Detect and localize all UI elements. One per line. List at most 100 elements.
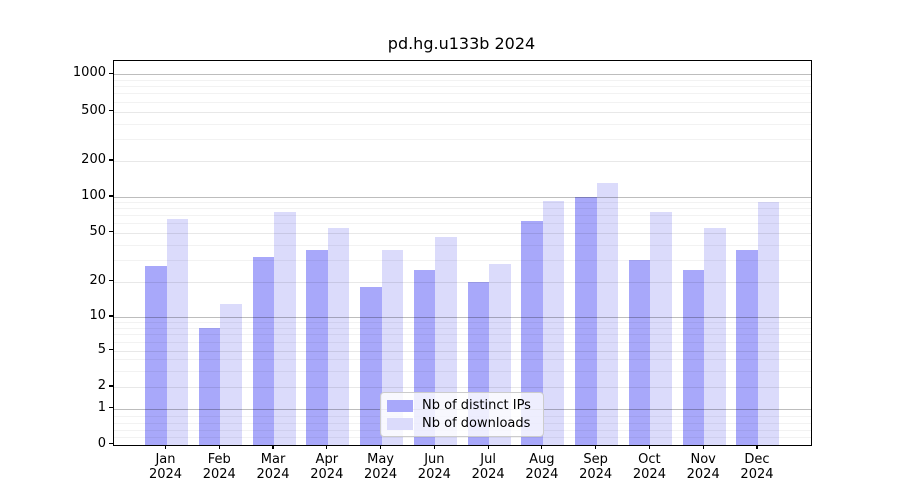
x-tick-label-mar: Mar 2024 xyxy=(256,452,290,482)
gridline-80 xyxy=(114,208,811,210)
x-tick-mark xyxy=(272,445,274,449)
y-tick-label-2: 2 xyxy=(97,378,106,393)
gridline-0.2 xyxy=(114,437,811,439)
gridline-70 xyxy=(114,215,811,217)
gridline-4 xyxy=(114,359,811,361)
x-tick-mark xyxy=(702,445,704,449)
bar-downloads-sep xyxy=(596,183,619,445)
gridline-3 xyxy=(114,370,811,372)
x-tick-label-may: May 2024 xyxy=(364,452,398,482)
y-tick-label-200: 200 xyxy=(81,152,106,167)
x-tick-label-aug: Aug 2024 xyxy=(525,452,559,482)
gridline-300 xyxy=(114,139,811,141)
bar-downloads-oct xyxy=(650,211,672,445)
bar-downloads-aug xyxy=(542,200,565,445)
bar-ips-sep xyxy=(575,197,597,445)
gridline-40 xyxy=(114,244,811,246)
gridline-600 xyxy=(114,101,811,103)
y-tick-label-10: 10 xyxy=(89,308,106,323)
gridline-400 xyxy=(114,123,811,125)
bar-downloads-apr xyxy=(327,227,350,445)
y-tick-mark xyxy=(109,231,113,233)
x-tick-mark xyxy=(218,445,220,449)
x-tick-label-dec: Dec 2024 xyxy=(740,452,774,482)
legend-label: Nb of downloads xyxy=(422,416,531,431)
x-tick-mark xyxy=(379,445,382,449)
x-tick-label-nov: Nov 2024 xyxy=(686,452,720,482)
y-tick-mark xyxy=(109,109,113,112)
x-tick-label-apr: Apr 2024 xyxy=(310,452,344,482)
y-tick-label-1: 1 xyxy=(97,399,106,415)
bar-ips-feb xyxy=(198,327,221,445)
gridline-60 xyxy=(114,223,811,225)
gridline-700 xyxy=(114,93,811,95)
gridline-8 xyxy=(114,327,811,329)
bar-downloads-nov xyxy=(704,227,726,445)
x-tick-label-feb: Feb 2024 xyxy=(202,452,236,482)
x-tick-mark xyxy=(433,445,435,449)
gridline-900 xyxy=(114,79,811,81)
bar-ips-mar xyxy=(252,256,275,445)
y-tick-mark xyxy=(109,159,113,161)
y-tick-label-100: 100 xyxy=(81,188,106,203)
legend-item: Nb of distinct IPs xyxy=(387,398,535,413)
gridline-200 xyxy=(114,161,811,162)
gridline-90 xyxy=(114,202,811,204)
bar-ips-may xyxy=(360,287,382,445)
x-tick-label-sep: Sep 2024 xyxy=(579,452,613,482)
legend-swatch-ips xyxy=(387,399,413,412)
y-tick-mark xyxy=(109,406,113,409)
y-tick-label-5: 5 xyxy=(97,341,106,357)
x-tick-mark xyxy=(326,445,328,449)
bar-ips-oct xyxy=(628,260,651,445)
gridline-500 xyxy=(114,111,811,113)
gridline-7 xyxy=(114,334,811,336)
x-tick-mark xyxy=(648,445,651,449)
y-tick-label-500: 500 xyxy=(81,102,106,118)
y-tick-mark xyxy=(109,72,113,74)
y-tick-mark xyxy=(109,280,113,282)
gridline-20 xyxy=(114,281,811,283)
y-tick-label-20: 20 xyxy=(89,272,106,288)
legend-swatch-downloads xyxy=(387,417,413,430)
bar-downloads-jan xyxy=(166,219,188,445)
x-tick-mark xyxy=(595,445,597,449)
gridline-50 xyxy=(114,232,811,234)
bar-ips-nov xyxy=(682,269,705,445)
y-tick-mark xyxy=(109,442,113,445)
gridline-30 xyxy=(114,260,811,262)
gridline-100 xyxy=(114,197,811,198)
bar-downloads-dec xyxy=(757,202,780,445)
y-tick-mark xyxy=(109,315,113,317)
x-tick-mark xyxy=(541,445,543,449)
bar-ips-apr xyxy=(306,250,328,445)
y-tick-label-1000: 1000 xyxy=(72,65,106,81)
legend-label: Nb of distinct IPs xyxy=(422,398,531,413)
x-tick-label-jan: Jan 2024 xyxy=(148,452,183,482)
y-tick-mark xyxy=(109,348,113,351)
x-tick-label-oct: Oct 2024 xyxy=(632,452,666,482)
gridline-10 xyxy=(114,317,811,318)
gridline-6 xyxy=(114,341,811,343)
x-tick-label-jun: Jun 2024 xyxy=(417,452,451,482)
gridline-2 xyxy=(114,387,811,388)
legend-item: Nb of downloads xyxy=(387,416,535,431)
x-tick-label-jul: Jul 2024 xyxy=(471,452,505,482)
chart-title: pd.hg.u133b 2024 xyxy=(387,34,536,53)
legend: Nb of distinct IPs Nb of downloads xyxy=(380,392,544,437)
y-tick-label-50: 50 xyxy=(89,223,106,239)
bar-ips-dec xyxy=(736,250,758,445)
gridline-800 xyxy=(114,86,811,88)
x-tick-mark xyxy=(756,445,758,449)
bar-ips-jan xyxy=(145,265,167,445)
gridline-5 xyxy=(114,350,811,352)
plot-area xyxy=(113,60,812,446)
y-tick-mark xyxy=(109,195,113,197)
x-tick-mark xyxy=(487,445,489,449)
bar-downloads-mar xyxy=(274,211,296,445)
gridline-9 xyxy=(114,322,811,324)
bar-ips-aug xyxy=(521,220,543,445)
bar-downloads-feb xyxy=(220,303,242,445)
x-tick-mark xyxy=(164,445,167,449)
